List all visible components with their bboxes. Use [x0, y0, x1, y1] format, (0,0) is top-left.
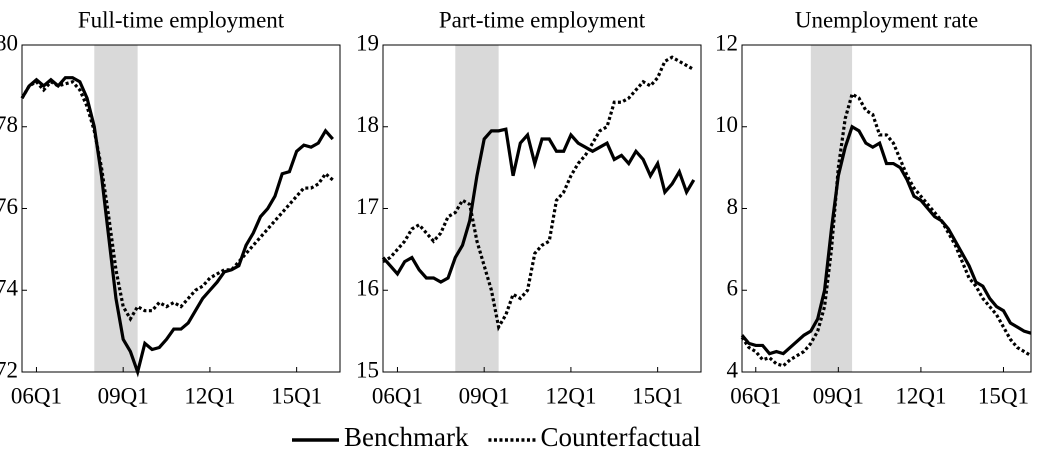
- series-line: [740, 91, 1032, 368]
- legend-label: Counterfactual: [540, 422, 700, 452]
- series-line: [740, 124, 1032, 356]
- y-tick-label: 8: [727, 194, 739, 219]
- shaded-period: [455, 45, 499, 372]
- series-line: [20, 76, 334, 378]
- shaded-period: [94, 45, 138, 372]
- x-tick-label: 09Q1: [813, 383, 864, 408]
- y-tick-label: 72: [0, 357, 18, 382]
- x-tick-label: 06Q1: [730, 383, 781, 408]
- x-tick-label: 12Q1: [545, 383, 596, 408]
- x-tick-label: 12Q1: [895, 383, 946, 408]
- y-tick-label: 19: [356, 30, 379, 55]
- series-line: [20, 79, 334, 323]
- y-tick-label: 17: [356, 194, 379, 219]
- legend-label: Benchmark: [344, 422, 469, 452]
- y-tick-label: 4: [727, 357, 739, 382]
- series-line: [382, 55, 695, 332]
- y-tick-label: 74: [0, 276, 19, 301]
- series-line: [381, 127, 696, 284]
- x-tick-label: 12Q1: [184, 383, 235, 408]
- x-tick-label: 09Q1: [459, 383, 510, 408]
- x-tick-label: 15Q1: [632, 383, 683, 408]
- chart-title: Unemployment rate: [795, 7, 978, 32]
- y-tick-label: 15: [356, 357, 379, 382]
- y-tick-label: 78: [0, 112, 18, 137]
- y-tick-label: 10: [715, 112, 738, 137]
- y-tick-label: 80: [0, 30, 18, 55]
- chart-title: Part-time employment: [439, 7, 646, 32]
- y-tick-label: 18: [356, 112, 379, 137]
- y-tick-label: 76: [0, 194, 18, 219]
- x-tick-label: 06Q1: [11, 383, 62, 408]
- x-tick-label: 06Q1: [372, 383, 423, 408]
- plot-frame: [21, 44, 341, 373]
- x-tick-label: 15Q1: [978, 383, 1029, 408]
- x-tick-label: 15Q1: [271, 383, 322, 408]
- y-tick-label: 6: [727, 276, 739, 301]
- plot-frame: [382, 44, 702, 373]
- plot-frame: [741, 44, 1032, 373]
- x-tick-label: 09Q1: [98, 383, 149, 408]
- y-tick-label: 12: [715, 30, 738, 55]
- chart-title: Full-time employment: [78, 7, 285, 32]
- y-tick-label: 16: [356, 276, 379, 301]
